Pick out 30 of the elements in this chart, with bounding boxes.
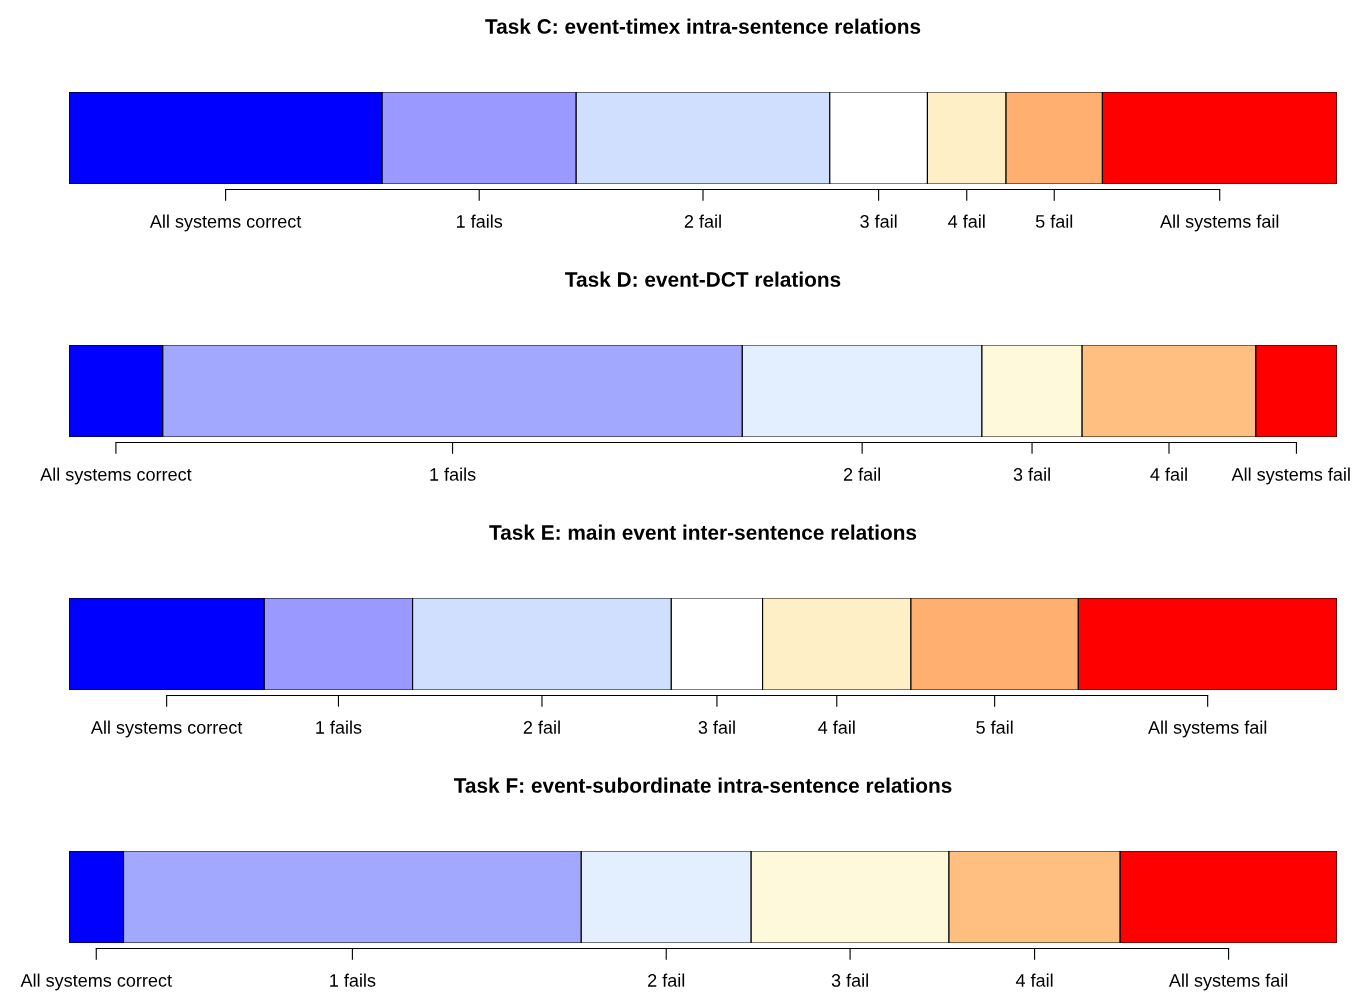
legend-label: 5 fail [976,720,1013,734]
chart-title: Task C: event-timex intra-sentence relations [485,18,921,34]
legend-label: 5 fail [1035,214,1073,228]
chart-title: Task E: main event inter-sentence relations [489,524,917,540]
legend-label: 4 fail [948,214,985,228]
legend-label: 3 fail [831,973,868,987]
legend-label: All systems correct [40,467,192,485]
legend-label: 3 fail [698,720,735,734]
legend-label: 2 fail [684,214,721,228]
legend-label: 4 fail [1150,467,1187,481]
legend-label: 3 fail [1013,467,1050,481]
legend-label: All systems correct [20,973,172,991]
legend-label: 1 fails [430,467,476,481]
legend-label: All systems fail [1231,467,1350,485]
legend-label: 1 fails [330,973,376,987]
legend-label: 2 fail [523,720,560,734]
legend-label: All systems fail [1148,720,1267,738]
legend-label: All systems fail [1168,973,1288,991]
legend-label: 2 fail [648,973,685,987]
legend-label: All systems correct [149,214,302,232]
legend-label: 3 fail [860,214,897,228]
legend-label: 1 fails [316,720,362,734]
legend-label: 4 fail [818,720,855,734]
legend-label: 1 fails [456,214,503,228]
legend-label: 4 fail [1015,973,1053,987]
chart-title: Task D: event-DCT relations [565,271,841,287]
legend-label: 2 fail [843,467,880,481]
chart-title: Task F: event-subordinate intra-sentence relations [453,777,952,793]
legend-label: All systems fail [1160,214,1279,232]
legend-label: All systems correct [90,720,243,738]
